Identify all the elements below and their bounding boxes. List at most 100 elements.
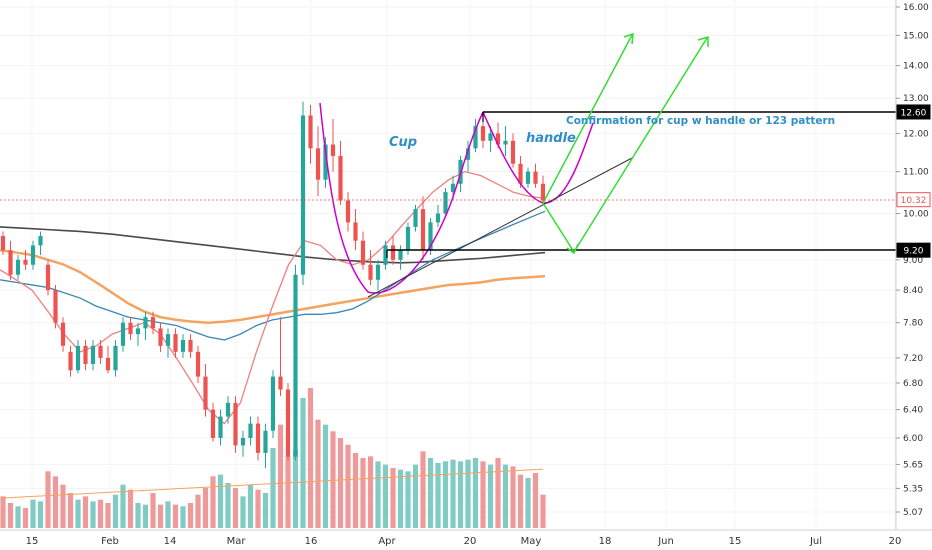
drawings[interactable]: Cup handle Confirmation for cup w handle… [319, 32, 896, 298]
candle-body[interactable] [113, 345, 118, 371]
candle-body[interactable] [300, 115, 306, 275]
candle-body[interactable] [488, 133, 493, 141]
candle-body[interactable] [435, 213, 441, 223]
price-tick-label: 9.00 [903, 256, 923, 266]
candle-body[interactable] [0, 236, 6, 251]
volume-bar [277, 424, 284, 528]
price-tick-label: 13.00 [903, 94, 929, 104]
candle-body[interactable] [105, 357, 111, 371]
candle-body[interactable] [480, 126, 486, 141]
volume-bar [22, 508, 29, 528]
candle-body[interactable] [518, 163, 523, 184]
candle-body[interactable] [443, 192, 448, 214]
projection-arrow-1[interactable] [542, 34, 633, 204]
volume-bar [465, 459, 471, 528]
candle-body[interactable] [23, 259, 28, 265]
candlesticks[interactable] [0, 101, 546, 469]
candle-body[interactable] [278, 376, 283, 390]
candle-body[interactable] [473, 126, 478, 149]
candle-body[interactable] [45, 264, 51, 291]
candle-body[interactable] [293, 274, 298, 457]
candle-body[interactable] [398, 250, 403, 260]
candle-body[interactable] [450, 183, 456, 193]
candle-body[interactable] [53, 290, 58, 323]
candle-body[interactable] [30, 245, 36, 265]
time-tick-label: 20 [464, 536, 477, 547]
candle-body[interactable] [428, 222, 433, 251]
price-tick-label: 12.00 [903, 129, 929, 139]
candle-body[interactable] [383, 245, 388, 265]
volume-bar [412, 464, 419, 528]
volume-bar [382, 464, 389, 528]
candle-body[interactable] [195, 351, 201, 377]
candle-body[interactable] [180, 339, 186, 352]
candle-body[interactable] [75, 345, 81, 371]
candle-body[interactable] [83, 345, 88, 365]
candle-body[interactable] [338, 155, 343, 201]
price-badge [896, 192, 931, 208]
candle-body[interactable] [188, 339, 193, 352]
candle-body[interactable] [345, 200, 351, 223]
candle-body[interactable] [158, 328, 163, 346]
volume-bar [262, 493, 269, 528]
candle-body[interactable] [285, 389, 291, 457]
price-axis-ticks: 16.00 15.00 14.00 13.00 12.00 11.00 10.00 9.00 8… [896, 3, 929, 518]
volume-bar [232, 488, 239, 528]
candle-body[interactable] [248, 423, 253, 438]
candle-body[interactable] [60, 322, 66, 346]
candle-body[interactable] [233, 402, 238, 446]
candle-body[interactable] [368, 264, 373, 280]
candle-body[interactable] [98, 345, 103, 358]
time-tick-label: 16 [305, 536, 318, 547]
candle-body[interactable] [15, 259, 21, 275]
candle-body[interactable] [143, 317, 148, 329]
candle-body[interactable] [308, 115, 313, 149]
candle-body[interactable] [210, 409, 216, 438]
candle-body[interactable] [225, 402, 231, 417]
candle-body[interactable] [360, 240, 366, 265]
candle-body[interactable] [150, 317, 156, 329]
candle-body[interactable] [128, 322, 133, 335]
volume-bar [157, 504, 164, 528]
trend-line[interactable] [367, 157, 633, 298]
candle-body[interactable] [165, 334, 171, 346]
volume-bar [397, 469, 404, 528]
candle-body[interactable] [420, 209, 426, 251]
candle-body[interactable] [503, 140, 508, 145]
candle-body[interactable] [38, 236, 43, 246]
candle-body[interactable] [203, 376, 208, 410]
candle-body[interactable] [315, 148, 321, 180]
candle-body[interactable] [375, 264, 381, 280]
volume-bar [45, 471, 51, 528]
candle-body[interactable] [68, 351, 73, 371]
volume-bar [150, 493, 156, 528]
candle-body[interactable] [390, 245, 396, 260]
candle-body[interactable] [413, 209, 418, 227]
candle-body[interactable] [330, 144, 336, 156]
candle-body[interactable] [8, 250, 13, 275]
candle-body[interactable] [405, 226, 411, 251]
candle-body[interactable] [510, 140, 516, 164]
volume-bar [142, 504, 149, 528]
candle-body[interactable] [353, 222, 358, 241]
candle-body[interactable] [240, 437, 246, 446]
candle-body[interactable] [540, 183, 546, 201]
candle-body[interactable] [135, 328, 141, 335]
candle-body[interactable] [465, 148, 471, 160]
candle-body[interactable] [218, 416, 223, 438]
candle-body[interactable] [533, 171, 538, 184]
candle-body[interactable] [255, 423, 261, 453]
candle-body[interactable] [173, 334, 178, 352]
candle-body[interactable] [495, 133, 501, 145]
candle-body[interactable] [90, 345, 96, 365]
price-tick-label: 5.07 [903, 508, 923, 518]
cup-curve[interactable] [319, 102, 484, 294]
candle-body[interactable] [270, 376, 276, 431]
candle-body[interactable] [263, 430, 268, 453]
candle-body[interactable] [120, 322, 126, 346]
candle-body[interactable] [525, 171, 531, 184]
candle-body[interactable] [323, 144, 328, 180]
volume-bar [75, 499, 81, 528]
